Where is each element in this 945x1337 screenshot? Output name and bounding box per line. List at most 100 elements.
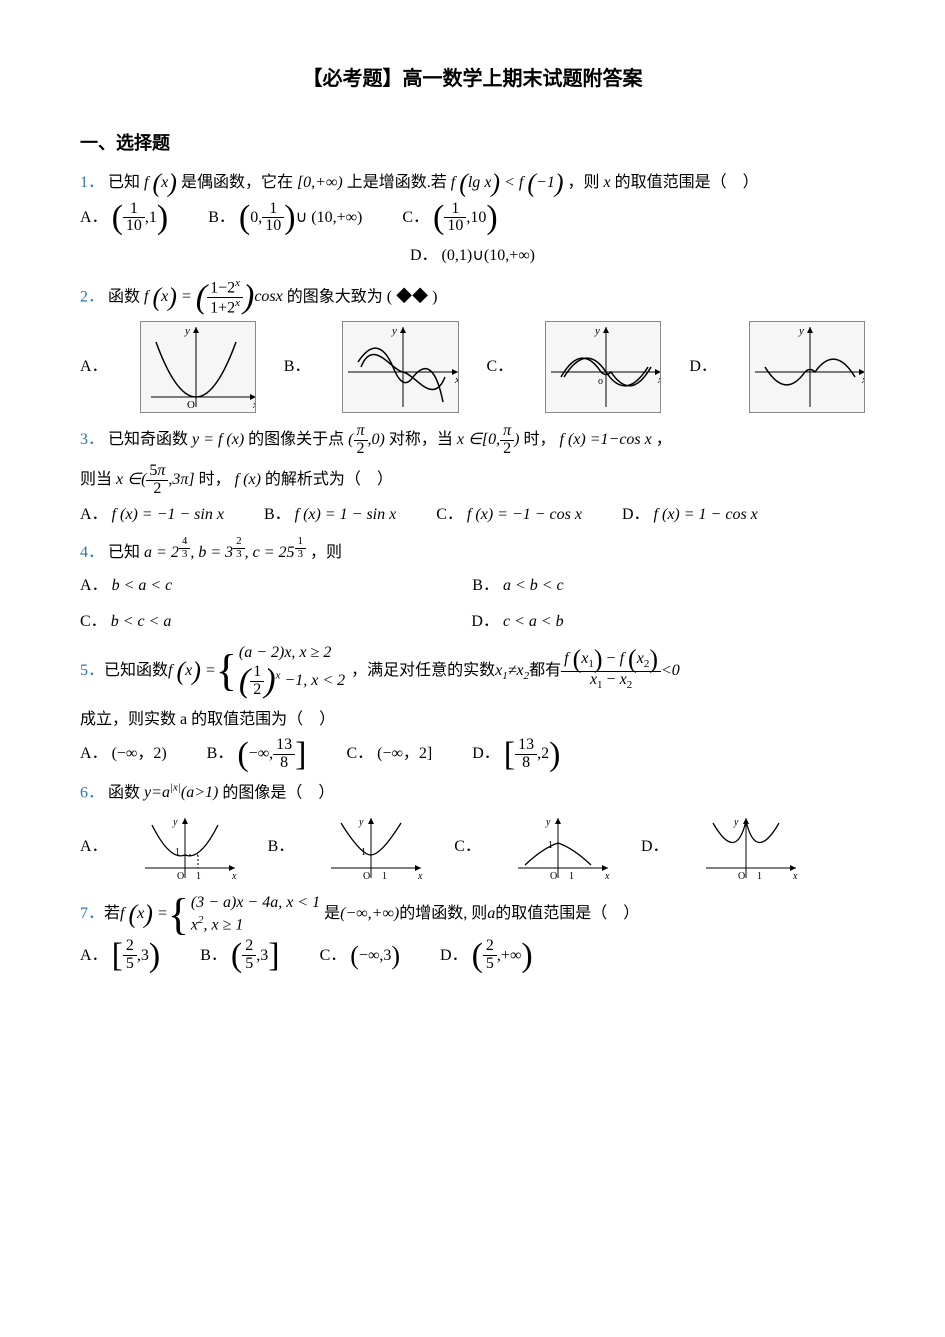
q6-expr: y=a|x|(a>1) xyxy=(144,784,218,801)
question-5b: 成立，则实数 a 的取值范围为（ ） xyxy=(80,705,865,735)
q4-optC: C．b < c < a xyxy=(80,607,171,637)
q7-A-label: A． xyxy=(80,941,108,971)
question-1: 1． 已知 f (x) 是偶函数，它在 [0,+∞) 上是增函数.若 f (lg… xyxy=(80,168,865,198)
q5-lt0: <0 xyxy=(661,656,680,686)
q1-A-label: A． xyxy=(80,203,108,233)
question-2: 2． 函数 f (x) = (1−2x1+2x)cosx 的图象大致为 ( ◆◆… xyxy=(80,278,865,317)
svg-text:y: y xyxy=(184,325,190,337)
q1-C-label: C． xyxy=(402,203,429,233)
q6-t: 函数 xyxy=(108,784,140,801)
q6-graph-C: O11 xy xyxy=(513,813,613,883)
q4-options-r1: A．b < a < c B．a < b < c xyxy=(80,571,865,601)
svg-text:O: O xyxy=(550,871,557,882)
q7-number: 7． xyxy=(80,899,104,929)
svg-text:x: x xyxy=(604,871,610,882)
q6-graphs: A． O11 xy B． O11 xy C． O11 xy D． O1 xy xyxy=(80,813,865,883)
q1-text: 已知 xyxy=(108,174,140,191)
q4-optA: A．b < a < c xyxy=(80,571,172,601)
q6-graph-B: O11 xy xyxy=(326,813,426,883)
q7-fx: f (x) = xyxy=(120,899,168,929)
q2-graph-D: xy xyxy=(749,321,865,413)
q3-t1: 已知奇函数 xyxy=(108,431,188,448)
q2-graph-B: xy xyxy=(342,321,458,413)
q4-optB: B．a < b < c xyxy=(472,571,563,601)
q1-fx: f (x) xyxy=(144,174,177,191)
svg-text:x: x xyxy=(861,374,865,386)
q3-t8: 的解析式为（ ） xyxy=(265,471,393,488)
q3-t5: ， xyxy=(656,431,672,448)
q3-number: 3． xyxy=(80,431,104,448)
q5-number: 5． xyxy=(80,656,104,686)
q4-t1: 已知 xyxy=(108,544,140,561)
svg-text:1: 1 xyxy=(196,871,201,882)
q3-optB: B．f (x) = 1 − sin x xyxy=(264,500,396,530)
q1-D-label: D． xyxy=(410,241,438,271)
q3-t7: 时， xyxy=(199,471,231,488)
q2-number: 2． xyxy=(80,288,104,305)
q2-D-label: D． xyxy=(689,352,717,382)
q5-case2: (12)x −1, x < 2 xyxy=(239,664,345,699)
q5-fx: f (x) = xyxy=(168,656,216,686)
q1-options: A． (110,1) B． (0,110)∪ (10,+∞) C． (110,1… xyxy=(80,201,865,236)
q3-val: f (x) =1−cos x xyxy=(560,431,652,448)
question-4: 4． 已知 a = 243, b = 323, c = 2513 ，则 xyxy=(80,536,865,568)
q3-t4: 时， xyxy=(523,431,555,448)
q1-text2: 是偶函数，它在 xyxy=(181,174,293,191)
q1-optA: A． (110,1) xyxy=(80,201,168,236)
q7-B-label: B． xyxy=(200,941,227,971)
q5-t3: 都有 xyxy=(529,656,561,686)
q7-C-label: C． xyxy=(320,941,347,971)
question-3b: 则当 x ∈(5π2,3π] 时， f (x) 的解析式为（ ） xyxy=(80,463,865,498)
svg-text:1: 1 xyxy=(569,871,574,882)
svg-text:y: y xyxy=(172,817,178,828)
svg-text:x: x xyxy=(252,399,256,411)
svg-text:x: x xyxy=(417,871,423,882)
q5-case1: (a − 2)x, x ≥ 2 xyxy=(239,643,345,664)
svg-text:O: O xyxy=(187,399,195,411)
q1-domain: [0,+∞) xyxy=(297,174,343,191)
q4-options-r2: C．b < c < a D．c < a < b xyxy=(80,607,865,637)
q2-C-label: C． xyxy=(487,352,514,382)
q2-expr: f (x) = (1−2x1+2x)cosx xyxy=(144,288,287,305)
q3-dom2: x ∈(5π2,3π] xyxy=(116,471,195,488)
q1-x: x xyxy=(604,174,615,191)
q3-B-label: B． xyxy=(264,500,291,530)
q6-D-label: D． xyxy=(641,832,669,862)
q3-t2: 的图像关于点 xyxy=(248,431,344,448)
q7-options: A．[25,3) B．(25,3] C．(−∞,3) D．(25,+∞) xyxy=(80,938,865,973)
q6-number: 6． xyxy=(80,784,104,801)
q1-text4: ，则 xyxy=(567,174,599,191)
q5-optB: B．(−∞,138] xyxy=(207,737,307,772)
q1-optC: C． (110,10) xyxy=(402,201,497,236)
q5-optC: C．(−∞，2] xyxy=(346,739,432,769)
svg-text:y: y xyxy=(358,817,364,828)
q3-optC: C．f (x) = −1 − cos x xyxy=(436,500,582,530)
q7-t3: 的增函数, 则 xyxy=(399,899,487,929)
q1-optD: D． (0,1)∪(10,+∞) xyxy=(410,241,535,271)
q7-t2: 是 xyxy=(324,899,340,929)
q4-B-label: B． xyxy=(472,571,499,601)
q7-optC: C．(−∞,3) xyxy=(320,941,400,971)
svg-text:x: x xyxy=(657,374,661,386)
q5-optD: D．[138,2) xyxy=(472,737,560,772)
q7-D-label: D． xyxy=(440,941,468,971)
q2-graph-A: x y O xyxy=(140,321,256,413)
q3-pt: (π2,0) xyxy=(348,431,385,448)
q6-B-label: B． xyxy=(268,832,295,862)
q3-fx2: f (x) xyxy=(235,471,261,488)
q7-a: a xyxy=(487,899,495,929)
q5-optA: A．(−∞，2) xyxy=(80,739,167,769)
q7-case1: (3 − a)x − 4a, x < 1 xyxy=(191,893,320,914)
q5-C-label: C． xyxy=(346,739,373,769)
q5-t2: ，满足对任意的实数 xyxy=(351,656,495,686)
q4-D-label: D． xyxy=(471,607,499,637)
q5-cases: (a − 2)x, x ≥ 2 (12)x −1, x < 2 xyxy=(239,643,345,698)
q6-A-label: A． xyxy=(80,832,108,862)
svg-text:y: y xyxy=(545,817,551,828)
q4-abc: a = 243, b = 323, c = 2513 xyxy=(144,544,310,561)
svg-text:o: o xyxy=(598,376,603,387)
q1-text5: 的取值范围是（ ） xyxy=(615,174,759,191)
q1-options-row2: D． (0,1)∪(10,+∞) xyxy=(80,241,865,271)
q7-optA: A．[25,3) xyxy=(80,938,160,973)
svg-text:O: O xyxy=(738,871,745,882)
